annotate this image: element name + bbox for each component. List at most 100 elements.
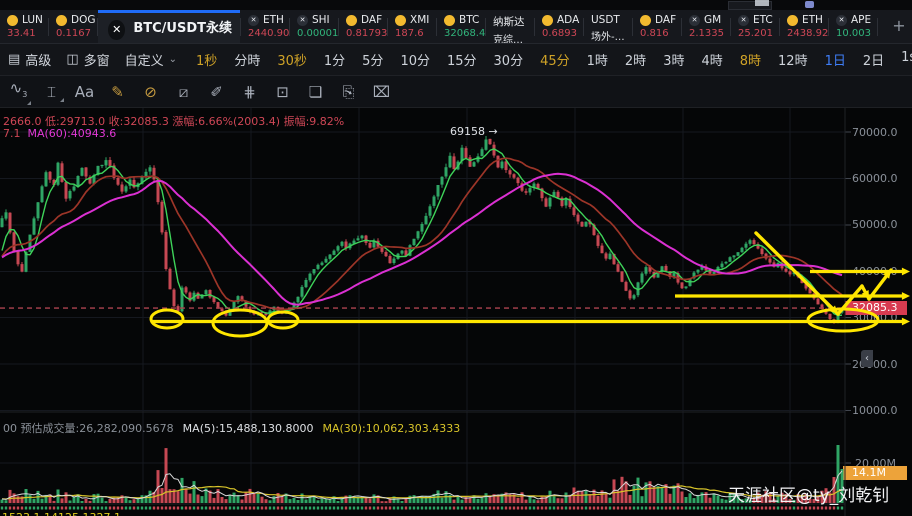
tab-symbol: ETH [802, 14, 823, 26]
coin-icon [56, 14, 67, 26]
ticker-tab-ETC[interactable]: ✕ ETC 25.201 [731, 10, 779, 43]
ticker-tab-DAF[interactable]: DAF 0.816 [633, 10, 681, 43]
timeframe-1時[interactable]: 1時 [586, 54, 608, 69]
brush-tool-icon[interactable]: ✎ [111, 82, 124, 101]
tab-symbol: DAF [655, 14, 677, 26]
pen-tool-icon[interactable]: ✐ [210, 82, 223, 101]
ticker-tab-XMI[interactable]: XMI 187.6 [388, 10, 436, 43]
timeframe-2時[interactable]: 2時 [624, 54, 647, 69]
trendline-tool-icon[interactable]: ∿3 [2, 72, 35, 111]
timeframe-45分[interactable]: 45分 [540, 54, 570, 69]
ohlc-legend: 2666.0 低:29713.0 收:32085.3 漲幅:6.66%(2003… [3, 115, 345, 128]
tab-symbol: 纳斯达 [493, 16, 525, 28]
divider [779, 17, 780, 36]
tab-symbol: LUN [22, 14, 43, 26]
ticker-tab-ADA[interactable]: ADA 0.6893 [535, 10, 583, 43]
font-tool-icon[interactable]: Aa [74, 82, 95, 101]
tab-symbol: USDT [591, 14, 620, 26]
tab-price: 0.816 [640, 28, 669, 39]
advanced-button[interactable]: ▤ 高级 [8, 50, 51, 69]
coin-icon [444, 14, 455, 26]
price-chart-canvas[interactable] [0, 108, 912, 516]
multi-window-button[interactable]: ◫ 多窗 [66, 50, 109, 69]
tab-symbol: BTC [459, 14, 480, 26]
tab-price: 0.00001 [297, 28, 338, 39]
timeframe-5分[interactable]: 5分 [362, 54, 384, 69]
timeframe-分時[interactable]: 分時 [234, 54, 261, 69]
ticker-tab-APE[interactable]: ✕ APE 10.003 [829, 10, 877, 43]
timeframe-15分[interactable]: 15分 [446, 54, 477, 69]
ticker-tab-LUN[interactable]: LUN 33.41 [0, 10, 48, 43]
add-symbol-button[interactable]: + [892, 16, 906, 35]
circle-brush-tool-icon[interactable]: ⊘ [144, 82, 157, 101]
ma-legend: 7.1 MA(60):40943.6 [3, 127, 116, 140]
divider [48, 17, 49, 36]
ticker-tab-bar: LUN 33.41 DOG 0.1167 ✕ BTC/USDT永续 32085.3 ✕ ETH 2… [0, 10, 912, 44]
ticker-tab-SHI[interactable]: ✕ SHI 0.00001 [290, 10, 338, 43]
timeframe-30秒[interactable]: 30秒 [277, 54, 307, 69]
exchange-icon: ✕ [248, 14, 259, 26]
cropped-control [755, 0, 769, 6]
tab-symbol: APE [851, 14, 872, 26]
candles [0, 136, 844, 324]
timeframe-1s[interactable]: 1s [901, 50, 912, 65]
timeframe-30分[interactable]: 30分 [493, 54, 524, 69]
timeframe-12時[interactable]: 12時 [778, 54, 808, 69]
ticker-tab-BTC[interactable]: BTC 32068.4 [437, 10, 485, 43]
ticker-tab-纳斯达[interactable]: 纳斯达 克综… [486, 10, 534, 43]
divider [583, 17, 584, 36]
ma60-value: MA(60):40943.6 [27, 127, 117, 140]
bookmark-tool-icon[interactable]: ❏ [308, 82, 323, 101]
price-axis-label: 50000.0 [852, 218, 898, 232]
delete-tool-icon[interactable]: ⌧ [372, 82, 391, 101]
tab-symbol: XMI [410, 14, 430, 26]
timeframe-10分[interactable]: 10分 [400, 54, 430, 69]
timeframe-2日[interactable]: 2日 [862, 54, 885, 69]
notes-tool-icon[interactable]: ⎘ [342, 82, 355, 101]
coin-icon [640, 14, 651, 26]
ticker-tab-ETH[interactable]: ✕ ETH 2440.90 [241, 10, 289, 43]
current-volume-badge: 14.1M [843, 466, 907, 480]
coin-icon [787, 14, 798, 26]
volume-bars [0, 445, 844, 503]
collapse-axis-button[interactable]: ‹ [861, 350, 873, 367]
custom-interval-button[interactable]: 自定义 ⌄ [125, 50, 177, 69]
ticker-tab-BTC/USDT永续[interactable]: ✕ BTC/USDT永续 32085.3 [98, 10, 240, 43]
cropped-extension-icon [805, 1, 814, 8]
timeframe-3時[interactable]: 3時 [663, 54, 685, 69]
text-annotation-tool-icon[interactable]: ⌶ [35, 76, 68, 108]
tab-price: 2440.90 [248, 28, 289, 39]
ma-lines [1, 148, 843, 317]
dropdown-caret [27, 101, 31, 105]
tab-symbol: ETC [753, 14, 773, 26]
timeframe-1秒[interactable]: 1秒 [196, 54, 218, 69]
tab-symbol: SHI [312, 14, 330, 26]
price-axis-label: 70000.0 [852, 125, 898, 139]
timeframe-1日[interactable]: 1日 [824, 54, 846, 69]
ticker-tab-DOG[interactable]: DOG 0.1167 [49, 10, 97, 43]
chart-area: 70000.060000.050000.040000.030000.020000… [0, 108, 912, 516]
lock-tool-icon[interactable]: ⊡ [276, 82, 289, 101]
ruler-tool-icon[interactable]: ⧄ [178, 82, 189, 101]
ticker-tab-USDT[interactable]: USDT 场外-… [584, 10, 632, 43]
divider [632, 17, 633, 36]
custom-interval-label: 自定义 [124, 54, 164, 69]
ticker-tab-DAF[interactable]: DAF 0.81793 [339, 10, 387, 43]
pattern-tool-icon[interactable]: ⋕ [243, 82, 256, 101]
divider [289, 17, 290, 36]
timeframe-4時[interactable]: 4時 [701, 54, 723, 69]
timeframe-1分[interactable]: 1分 [323, 54, 346, 69]
exchange-icon: ✕ [297, 14, 308, 26]
price-axis-label: 10000.0 [852, 404, 898, 418]
instrument-icon: ✕ [108, 20, 126, 40]
tab-price: 187.6 [395, 28, 424, 39]
multi-window-icon: ◫ [66, 52, 79, 67]
exchange-icon: ✕ [836, 14, 847, 26]
tab-price: 场外-… [591, 32, 625, 43]
advanced-label: 高级 [25, 54, 52, 69]
timeframe-8時[interactable]: 8時 [739, 54, 762, 69]
ticker-tab-GM[interactable]: ✕ GM 2.1335 [682, 10, 730, 43]
ticker-tab-ETH[interactable]: ETH 2438.92 [780, 10, 828, 43]
volume-legend: 00 预估成交量:26,282,090.5678 MA(5):15,488,130… [3, 420, 460, 436]
tab-symbol: ETH [263, 14, 284, 26]
